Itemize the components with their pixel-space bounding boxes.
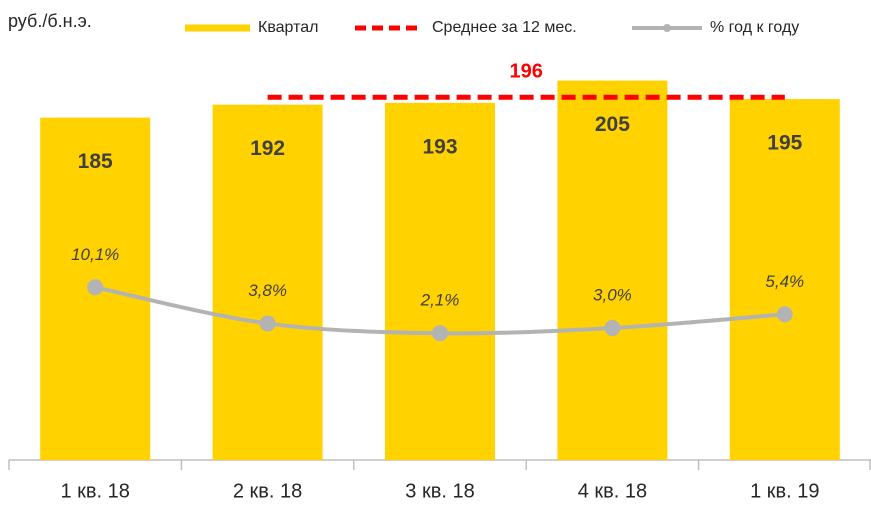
x-tick-label: 1 кв. 19 [750, 480, 819, 502]
bar-value-label: 205 [595, 113, 630, 136]
bar [385, 102, 495, 460]
bar-value-label: 185 [78, 150, 113, 173]
average-value-label: 196 [510, 61, 543, 83]
yoy-value-label: 10,1% [71, 245, 119, 264]
x-tick-label: 4 кв. 18 [578, 480, 647, 502]
bar-value-label: 195 [767, 132, 802, 155]
x-tick-label: 3 кв. 18 [405, 480, 474, 502]
legend-label: Квартал [258, 19, 318, 36]
yoy-value-label: 3,8% [248, 281, 287, 300]
yoy-value-label: 5,4% [765, 272, 804, 291]
bar [729, 99, 840, 460]
yoy-marker [259, 315, 276, 332]
yoy-marker [776, 306, 793, 323]
x-tick-label: 2 кв. 18 [233, 480, 302, 502]
x-tick-label: 1 кв. 18 [60, 480, 129, 502]
legend-swatch-marker [663, 24, 671, 32]
legend-label: Среднее за 12 мес. [432, 19, 577, 36]
bar-value-label: 192 [250, 137, 285, 160]
yoy-marker [604, 320, 621, 337]
bar-value-label: 193 [422, 135, 457, 158]
legend-label: % год к году [710, 19, 799, 36]
yoy-value-label: 3,0% [593, 286, 632, 305]
yoy-value-label: 2,1% [420, 291, 460, 310]
yoy-marker [87, 279, 104, 296]
bar [212, 104, 323, 460]
bar [557, 80, 668, 460]
y-label: руб./б.н.э. [8, 11, 92, 31]
yoy-marker [432, 325, 448, 342]
